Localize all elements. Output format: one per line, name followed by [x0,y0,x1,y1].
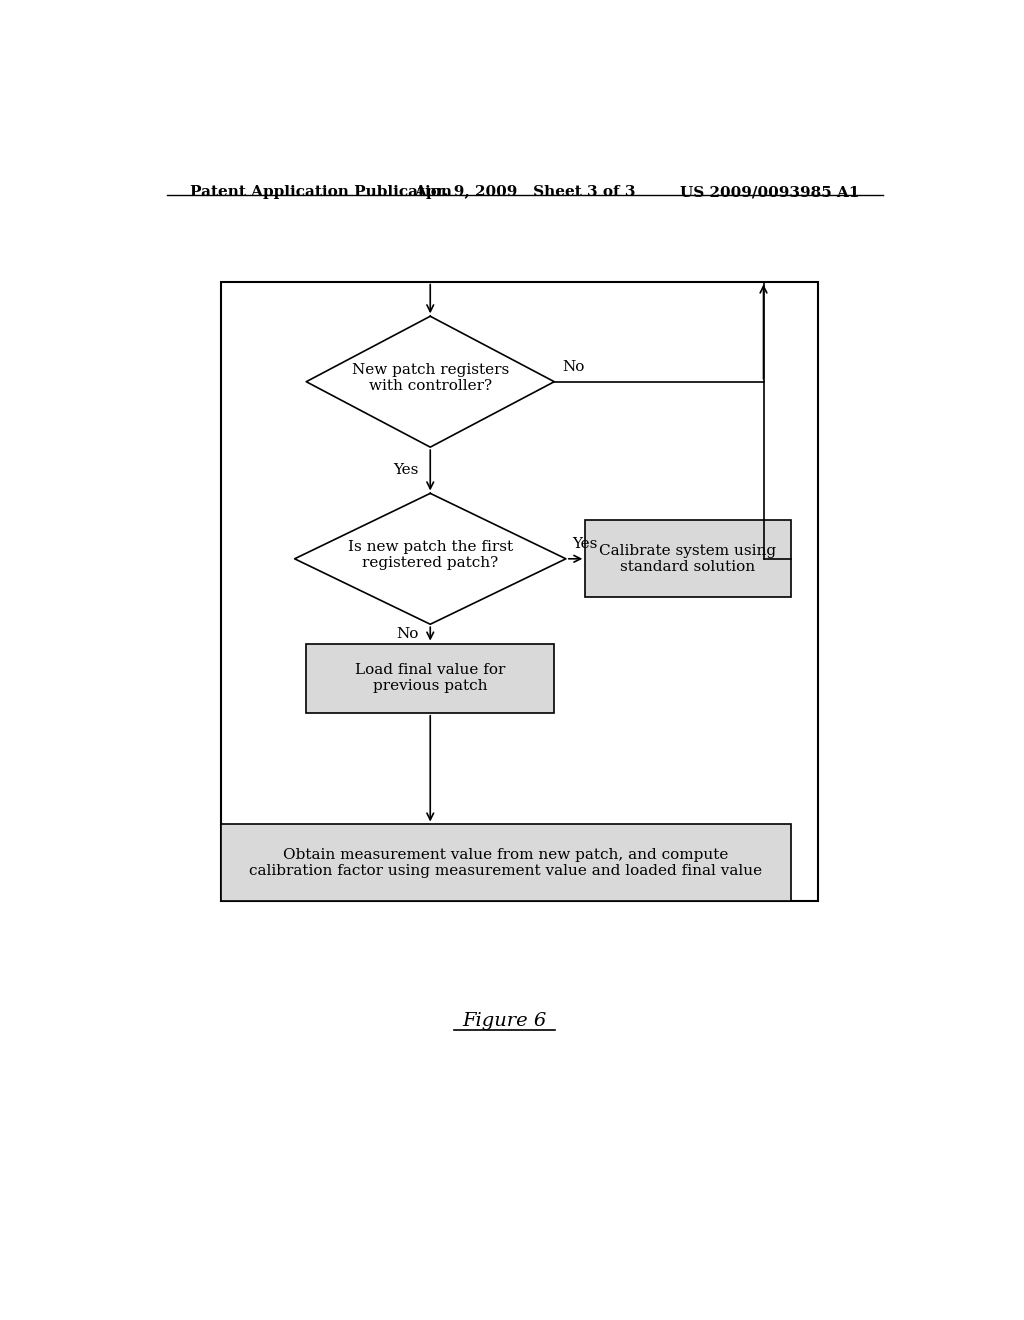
Text: Figure 6: Figure 6 [463,1012,547,1030]
Text: US 2009/0093985 A1: US 2009/0093985 A1 [680,185,859,199]
Bar [586,520,791,598]
Text: New patch registers
with controller?: New patch registers with controller? [351,363,509,393]
Text: No: No [396,627,419,642]
Bar [221,281,818,902]
Bar [221,825,791,902]
Text: Calibrate system using
standard solution: Calibrate system using standard solution [599,544,776,574]
Text: Apr. 9, 2009   Sheet 3 of 3: Apr. 9, 2009 Sheet 3 of 3 [414,185,636,199]
Text: Is new patch the first
registered patch?: Is new patch the first registered patch? [348,540,513,570]
Text: Obtain measurement value from new patch, and compute
calibration factor using me: Obtain measurement value from new patch,… [249,847,763,878]
Text: Patent Application Publication: Patent Application Publication [190,185,452,199]
Text: No: No [562,360,585,374]
Text: Load final value for
previous patch: Load final value for previous patch [355,663,506,693]
Bar [306,644,554,713]
Text: Yes: Yes [572,537,597,552]
Text: Yes: Yes [393,463,419,478]
